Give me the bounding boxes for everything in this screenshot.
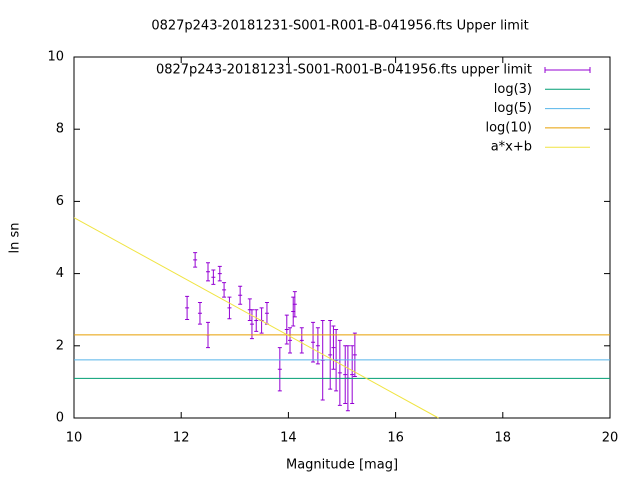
error-bar — [299, 327, 304, 354]
error-bar — [331, 325, 336, 370]
x-tick-label: 10 — [66, 431, 83, 446]
x-axis-label: Magnitude [mag] — [286, 458, 398, 473]
error-bar — [217, 265, 222, 282]
legend-swatch — [544, 67, 591, 73]
error-bar — [284, 314, 289, 345]
error-bar — [352, 332, 357, 377]
y-tick-label: 2 — [56, 338, 64, 353]
error-bar — [197, 301, 202, 325]
error-bar — [264, 301, 269, 325]
error-bar — [185, 295, 190, 320]
error-bar — [254, 309, 259, 332]
y-tick-label: 0 — [56, 411, 64, 426]
x-tick-label: 20 — [602, 431, 619, 446]
error-bar — [222, 282, 227, 298]
error-bar — [206, 262, 210, 282]
legend-label: log(10) — [485, 120, 532, 135]
error-bar — [288, 327, 293, 354]
error-bar — [350, 345, 355, 405]
error-bar — [193, 252, 198, 268]
x-tick-label: 16 — [387, 431, 404, 446]
x-tick-label: 14 — [280, 431, 297, 446]
y-axis-label: ln sn — [8, 223, 23, 254]
fit-line — [73, 217, 439, 419]
error-bar — [211, 269, 216, 285]
error-bar — [249, 309, 254, 340]
error-bar — [315, 327, 320, 365]
y-tick-label: 10 — [47, 50, 64, 65]
error-bar — [238, 285, 243, 305]
y-tick-label: 6 — [56, 194, 64, 209]
error-bar — [328, 320, 333, 390]
legend-label: a*x+b — [491, 140, 532, 155]
chart-title: 0827p243-20181231-S001-R001-B-041956.fts… — [151, 19, 528, 34]
error-bar — [343, 345, 348, 405]
plot-border — [73, 56, 611, 419]
legend-label: log(3) — [494, 82, 532, 97]
x-tick-label: 12 — [173, 431, 190, 446]
legend-label: log(5) — [494, 101, 532, 116]
error-bar — [337, 339, 342, 406]
y-tick-label: 4 — [56, 266, 64, 281]
legend-label: 0827p243-20181231-S001-R001-B-041956.fts… — [156, 63, 532, 78]
error-bar — [311, 321, 316, 363]
error-bar — [291, 296, 296, 327]
error-bar — [277, 347, 282, 392]
x-tick-label: 18 — [495, 431, 512, 446]
y-tick-label: 8 — [56, 122, 64, 137]
error-bar — [292, 291, 297, 318]
error-bar — [227, 296, 232, 320]
error-bar — [247, 298, 252, 322]
